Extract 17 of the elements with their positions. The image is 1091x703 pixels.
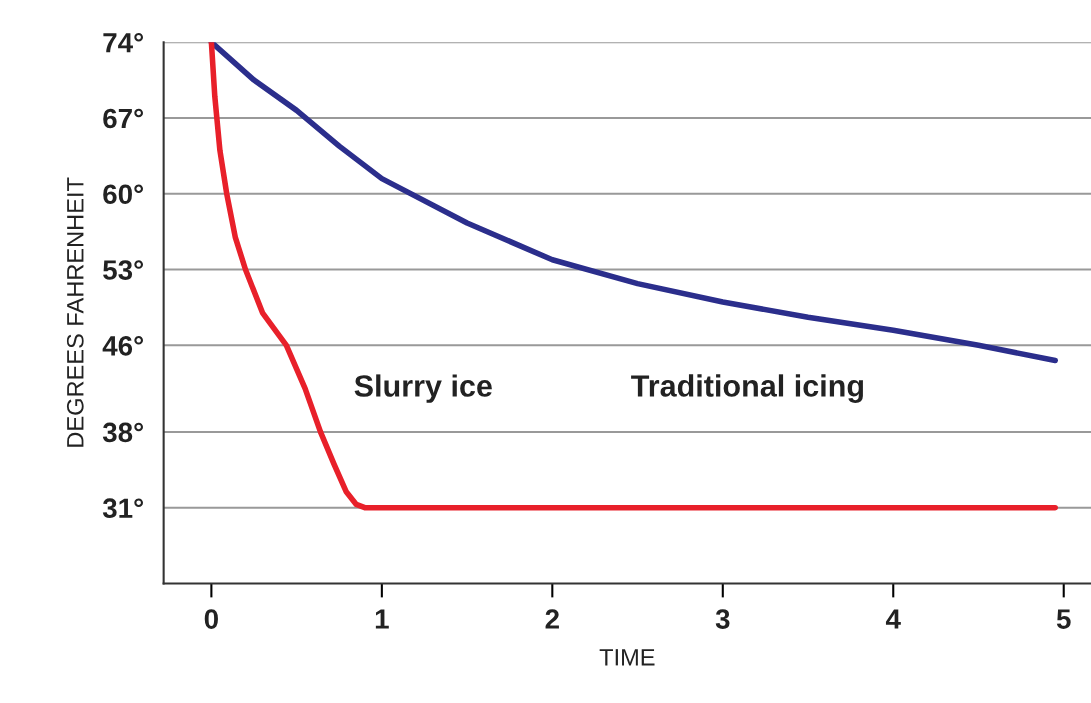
x-tick-label: 2 bbox=[545, 609, 559, 629]
x-tick-label: 3 bbox=[715, 609, 730, 629]
x-tick-label: 5 bbox=[1056, 609, 1071, 629]
y-axis-title: DEGREES FAHRENHEIT bbox=[66, 177, 84, 447]
y-tick-label: 53° bbox=[103, 260, 144, 280]
x-axis-title: TIME bbox=[599, 649, 655, 666]
y-tick-label: 60° bbox=[103, 184, 144, 205]
x-tick-label: 0 bbox=[204, 609, 218, 629]
x-tick-label: 1 bbox=[375, 609, 389, 629]
y-tick-label: 74° bbox=[103, 32, 144, 53]
y-tick-label: 46° bbox=[102, 335, 144, 356]
series-label: Traditional icing bbox=[631, 374, 863, 403]
y-tick-label: 31° bbox=[102, 498, 144, 519]
y-tick-label: 67° bbox=[103, 108, 144, 129]
x-tick-label: 4 bbox=[885, 609, 901, 629]
series-label: Slurry ice bbox=[354, 374, 492, 403]
y-tick-label: 38° bbox=[102, 422, 144, 443]
